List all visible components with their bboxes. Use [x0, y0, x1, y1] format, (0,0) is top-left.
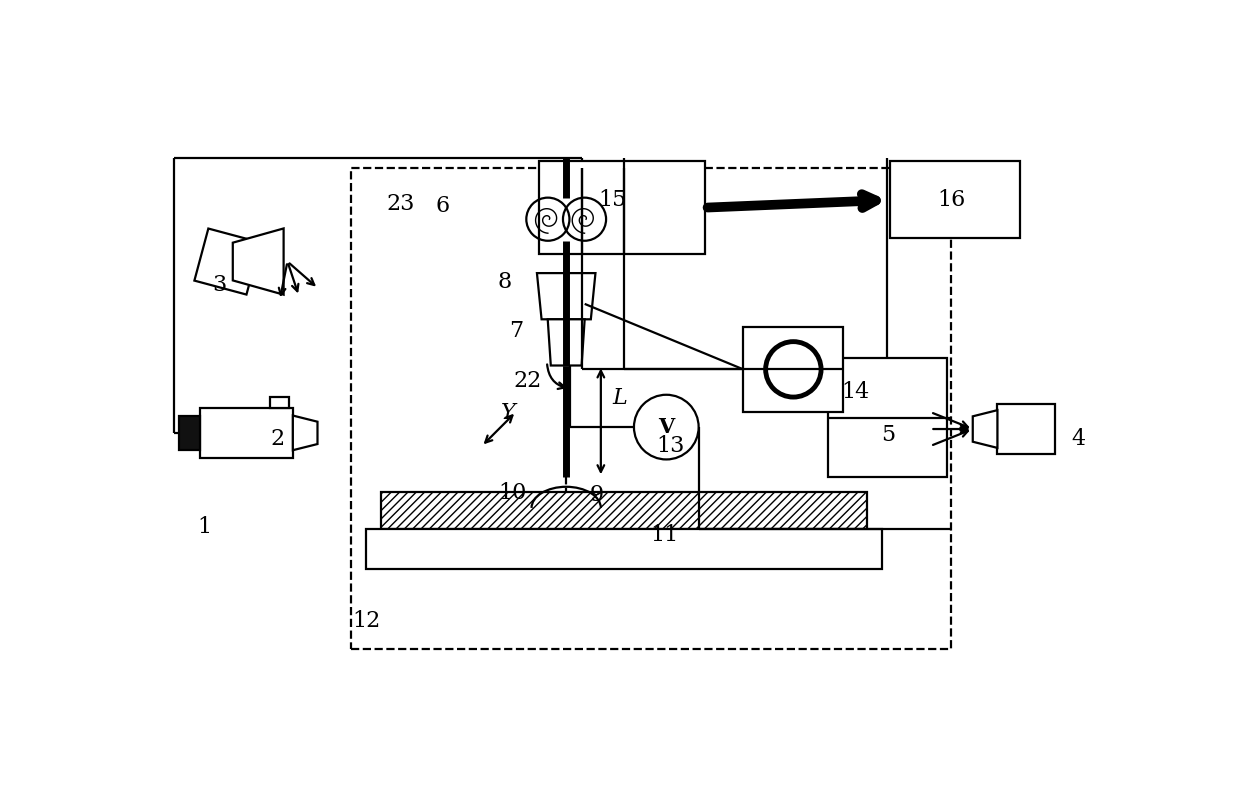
- Text: 13: 13: [656, 435, 684, 458]
- Bar: [366, 529, 882, 569]
- Polygon shape: [537, 273, 595, 319]
- Bar: [179, 415, 201, 450]
- Polygon shape: [233, 229, 284, 294]
- Text: 1: 1: [197, 516, 211, 538]
- Bar: [201, 408, 293, 458]
- Polygon shape: [548, 319, 585, 366]
- Text: 12: 12: [352, 610, 381, 632]
- Text: V: V: [658, 417, 675, 437]
- Text: 14: 14: [841, 382, 869, 403]
- Bar: [539, 162, 704, 254]
- Bar: [195, 229, 260, 294]
- Text: 2: 2: [270, 428, 284, 450]
- Text: 9: 9: [590, 484, 604, 506]
- Text: 7: 7: [510, 320, 523, 342]
- Bar: [743, 327, 843, 412]
- Bar: [997, 404, 1055, 454]
- Text: 23: 23: [387, 193, 415, 215]
- Bar: [351, 168, 951, 649]
- Text: 4: 4: [1071, 428, 1085, 450]
- Polygon shape: [972, 410, 997, 448]
- Text: 16: 16: [937, 189, 965, 211]
- Text: 6: 6: [436, 195, 450, 217]
- Text: 8: 8: [497, 271, 512, 294]
- Text: L: L: [613, 387, 627, 409]
- Bar: [382, 492, 867, 529]
- Text: Y: Y: [501, 402, 516, 424]
- Circle shape: [634, 394, 698, 459]
- Text: 15: 15: [598, 189, 626, 211]
- Bar: [270, 397, 289, 408]
- Text: 10: 10: [498, 482, 527, 503]
- Text: 5: 5: [880, 424, 895, 446]
- Text: 3: 3: [212, 274, 227, 296]
- Text: 22: 22: [513, 370, 542, 392]
- Bar: [889, 162, 1021, 238]
- Text: 11: 11: [651, 524, 678, 546]
- Polygon shape: [293, 415, 317, 450]
- Bar: [828, 358, 947, 477]
